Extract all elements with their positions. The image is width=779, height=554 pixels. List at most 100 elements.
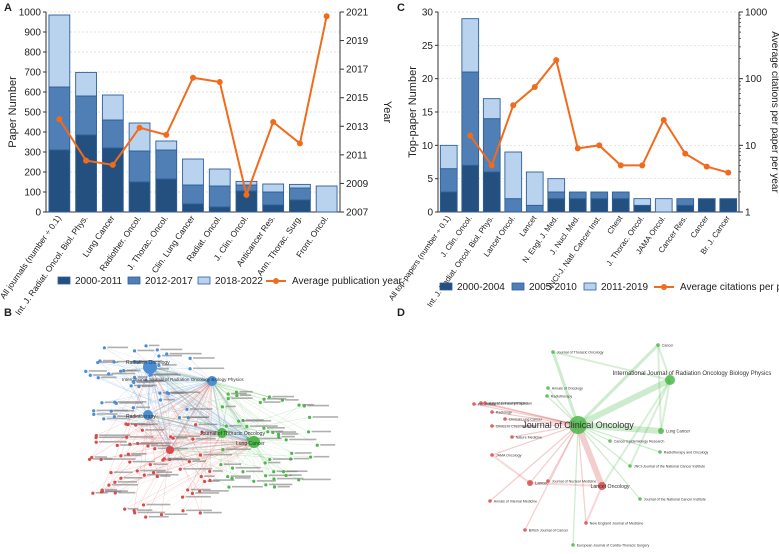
network-node [102,346,106,350]
bar-segment [315,185,338,213]
network-node-label-mark [203,453,232,456]
bar-segment [719,198,738,213]
network-edge [221,417,310,434]
network-hub-label: International Journal of Radiation Oncol… [122,377,244,382]
line-point [190,74,196,81]
network-node-label-mark [99,434,131,436]
network-node-label-mark [127,507,139,510]
network-edge [169,449,311,458]
network-node [96,360,100,365]
network-node-label-mark [231,392,247,395]
bar-segment [262,191,285,206]
network-node-label-mark [301,478,331,481]
network-edge [166,353,255,443]
network-node [88,373,92,377]
network-node-label-mark [175,436,188,439]
network-node-label-mark [276,477,304,480]
network-edge [211,380,318,446]
network-edge [222,406,255,443]
legend-label: Average publication year [292,276,403,287]
network-node [159,513,164,517]
network-edge [110,441,255,473]
network-edge [104,347,255,443]
network-node [221,448,225,452]
network-node-label: European Journal of Cardio-Thoracic Surg… [577,543,650,547]
network-edge [529,482,603,487]
network-edge [137,449,171,472]
network-edge [147,409,187,416]
network-node-label: JAMA Oncology [496,453,522,457]
y2-tick-label: 10 [745,141,757,152]
network-node-label: Pneumonie [478,402,496,406]
network-edge [552,351,671,381]
network-node-label-mark [132,460,155,463]
network-edge [108,373,213,382]
network-node [188,367,192,371]
network-edge [120,371,255,443]
network-node-label-mark [235,466,261,469]
panel-label-d: D [397,307,405,319]
network-edge [576,377,672,428]
y-tick-label: 15 [422,108,434,119]
network-node [115,443,119,447]
network-edge [660,379,671,432]
legend-swatch [57,276,71,285]
y-tick-label: 600 [24,88,41,99]
network-edge [182,441,255,511]
line-point [596,142,603,149]
network-node [315,443,319,447]
line-point [639,162,646,169]
network-edge [103,418,255,443]
bar-segment [208,185,231,208]
network-edge [128,380,213,455]
network-edge [511,424,579,438]
network-edge [253,441,299,480]
network-node [126,423,130,427]
network-edge [491,424,579,456]
network-node-label-mark [268,483,293,486]
network-node [181,509,185,513]
bar-segment [182,184,204,205]
bar-segment [128,181,151,213]
network-node-label-mark [250,437,282,440]
network-edge [585,485,603,524]
bar-segment [208,206,231,213]
network-node [309,455,313,459]
network-node [658,428,664,434]
network-edge [123,370,213,382]
network-node [584,521,588,525]
network-node-label-mark [266,427,285,429]
network-node [267,395,272,399]
network-edge [143,380,213,506]
network-edge [657,344,662,432]
network-node-label: Cancer [662,343,674,347]
line-point [553,57,560,64]
network-node-label-mark [100,361,119,363]
bar-segment [439,191,458,213]
network-edge [91,380,213,458]
network-edge [169,432,223,451]
network-edge [137,441,255,472]
y2-tick-label: 2009 [346,179,369,190]
network-edge [153,441,255,473]
network-node [123,507,127,511]
network-edge [133,380,213,408]
network-edge [115,441,255,494]
network-edge [124,441,255,510]
network-node [113,480,117,484]
bar-segment [697,198,716,213]
bar-segment [611,198,630,213]
network-node-label-mark [117,481,138,483]
network-edge [158,355,213,382]
network-node-label-mark [225,448,251,451]
line-point [163,131,170,138]
bar-segment [182,158,204,186]
line-point [243,191,250,198]
bar-segment [525,171,544,206]
y2-tick-label: 2019 [346,36,369,47]
bar-segment [654,198,673,213]
network-node [185,407,189,411]
y2-axis-title: Average citations per paper per year [769,31,779,193]
network-edge [110,380,213,473]
network-edge [577,422,662,434]
